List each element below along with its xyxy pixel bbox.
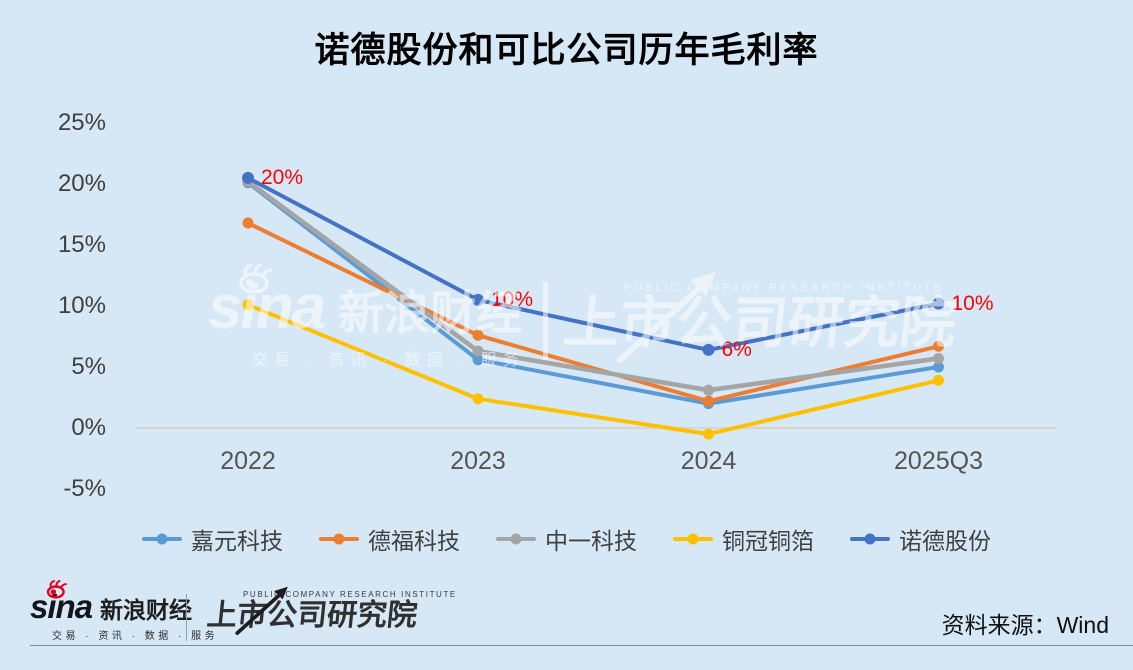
sina-eye-icon (46, 580, 68, 599)
chart-title: 诺德股份和可比公司历年毛利率 (314, 31, 819, 70)
footer-sina-logo: sina 新浪财经 交易 · 资讯 · 数据 · 服务 (30, 580, 219, 642)
data-label-nuode-gufen-2025Q3: 10% (951, 291, 994, 315)
legend-label-defu-keji: 德福科技 (368, 528, 460, 554)
legend-label-tongguan-tongbo: 铜冠铜箔 (722, 528, 814, 554)
y-axis-tick: 5% (71, 353, 106, 380)
footer-logo-separator (186, 594, 187, 641)
data-point-defu-keji-2023 (472, 329, 484, 341)
legend-dot-nuode-gufen (864, 533, 876, 545)
series-line-tongguan-tongbo (246, 302, 941, 437)
legend-marker-jiayuan-keji (142, 533, 182, 545)
legend-label-jiayuan-keji: 嘉元科技 (191, 528, 283, 554)
y-axis-tick: 0% (71, 414, 106, 441)
data-point-defu-keji-2024 (703, 395, 714, 407)
y-axis-tick: 20% (57, 170, 106, 197)
x-axis-tick: 2022 (220, 447, 276, 475)
data-point-tongguan-tongbo-2025Q3 (933, 374, 944, 386)
data-point-tongguan-tongbo-2024 (703, 428, 714, 440)
footer-tagline: 交易 · 资讯 · 数据 · 服务 (52, 630, 219, 642)
footer-divider (30, 645, 1133, 646)
legend-marker-zhongyi-keji (496, 533, 536, 545)
footer-institute-en: PUBLIC COMPANY RESEARCH INSTITUTE (243, 590, 457, 599)
legend-label-nuode-gufen: 诺德股份 (899, 528, 991, 554)
footer-institute-logo: PUBLIC COMPANY RESEARCH INSTITUTE 上市公司研究… (205, 586, 457, 635)
data-point-nuode-gufen-2025Q3 (932, 297, 945, 310)
legend-label-zhongyi-keji: 中一科技 (545, 528, 637, 554)
footer-brand: 新浪财经 (100, 596, 193, 623)
data-point-nuode-gufen-2022 (242, 171, 254, 184)
x-axis-tick: 2024 (680, 447, 737, 475)
legend-item-zhongyi-keji: 中一科技 (496, 522, 637, 556)
legend-marker-tongguan-tongbo (673, 533, 713, 545)
series-line-nuode-gufen (246, 175, 941, 352)
legend-dot-jiayuan-keji (156, 533, 168, 545)
series-line-zhongyi-keji (245, 179, 941, 393)
series-line-jiayuan-keji (246, 180, 941, 406)
y-axis-tick: 10% (57, 292, 106, 319)
data-point-defu-keji-2025Q3 (933, 340, 944, 352)
data-point-tongguan-tongbo-2023 (472, 393, 484, 405)
data-point-zhongyi-keji-2025Q3 (933, 352, 944, 364)
y-axis-tick: 15% (57, 231, 106, 258)
x-axis-tick: 2023 (450, 447, 506, 475)
legend-dot-tongguan-tongbo (687, 533, 699, 545)
legend-dot-zhongyi-keji (510, 533, 522, 545)
data-label-nuode-gufen-2022: 20% (261, 165, 304, 189)
legend-item-nuode-gufen: 诺德股份 (850, 522, 991, 556)
data-point-nuode-gufen-2024 (702, 343, 715, 356)
footer-arrow-icon (235, 586, 288, 635)
data-point-jiayuan-keji-2023 (472, 354, 484, 366)
data-source-note: 资料来源：Wind (941, 612, 1109, 638)
data-point-jiayuan-keji-2025Q3 (933, 361, 944, 373)
legend-marker-defu-keji (319, 533, 359, 545)
legend-dot-defu-keji (333, 533, 345, 545)
legend-item-defu-keji: 德福科技 (319, 522, 460, 556)
legend: 嘉元科技 德福科技 中一科技 铜冠铜箔 诺德股份 (0, 521, 1133, 557)
y-axis-tick: -5% (63, 475, 106, 502)
sina-wordmark: sina (30, 580, 93, 623)
data-label-nuode-gufen-2023: 10% (491, 287, 534, 311)
legend-item-tongguan-tongbo: 铜冠铜箔 (673, 522, 814, 556)
data-point-zhongyi-keji-2024 (703, 384, 714, 396)
data-point-tongguan-tongbo-2022 (242, 299, 254, 311)
x-axis-tick: 2025Q3 (894, 447, 983, 475)
data-point-defu-keji-2022 (242, 217, 254, 229)
data-point-nuode-gufen-2023 (472, 293, 484, 306)
legend-item-jiayuan-keji: 嘉元科技 (142, 522, 283, 556)
data-point-zhongyi-keji-2023 (472, 345, 484, 357)
y-axis-tick: 25% (57, 109, 106, 136)
data-label-nuode-gufen-2024: 6% (721, 337, 752, 361)
legend-marker-nuode-gufen (850, 533, 890, 545)
